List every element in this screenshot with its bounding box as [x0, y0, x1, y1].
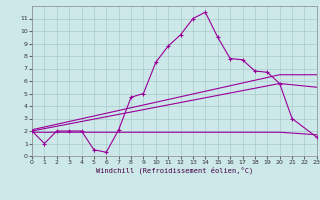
- X-axis label: Windchill (Refroidissement éolien,°C): Windchill (Refroidissement éolien,°C): [96, 167, 253, 174]
